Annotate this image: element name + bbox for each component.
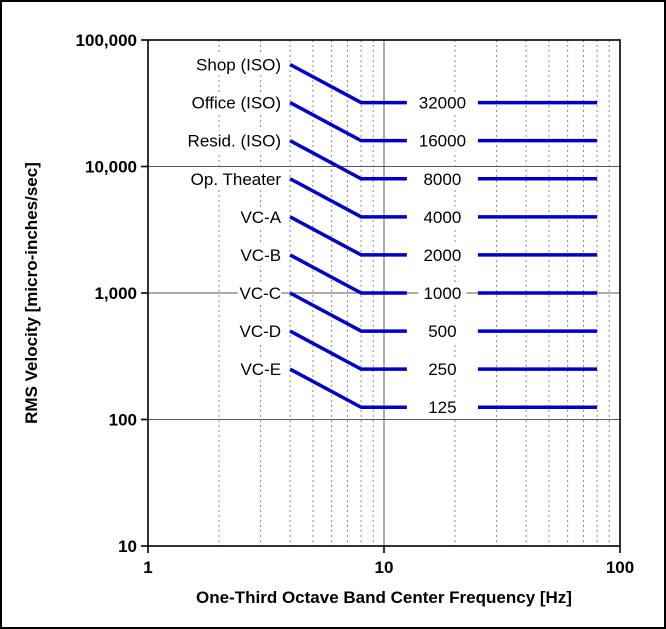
series-line-left [289, 215, 407, 257]
series-label-bg [237, 283, 282, 304]
series-label-bg [167, 92, 282, 114]
value-label-bg [413, 92, 472, 114]
value-label-bg [422, 359, 462, 381]
series-label: Office (ISO) [192, 94, 281, 113]
series-value-label: 16000 [419, 132, 466, 151]
series-line-left [289, 367, 407, 409]
series-line-left [289, 329, 407, 371]
series-label-bg [237, 359, 282, 381]
series-line-left [289, 139, 407, 181]
series-value-label: 8000 [423, 170, 461, 189]
y-tick-label: 100,000 [76, 31, 137, 50]
value-label-bg [413, 130, 472, 152]
series-label-bg [237, 244, 282, 266]
y-tick-label: 10,000 [85, 158, 137, 177]
series-label-bg [167, 130, 282, 152]
series-value-label: 2000 [423, 246, 461, 265]
series-line-left [289, 253, 407, 295]
series-label-bg [176, 168, 282, 190]
series-label-bg [237, 206, 282, 228]
series-label: VC-A [240, 208, 281, 227]
value-label-bg [422, 397, 462, 419]
series-value-label: 250 [428, 360, 456, 379]
series-value-label: 125 [428, 398, 456, 417]
series-value-label: 500 [428, 322, 456, 341]
series-label: VC-E [240, 360, 281, 379]
series-label: Op. Theater [191, 170, 282, 189]
series-label: VC-D [240, 322, 282, 341]
series-label: Shop (ISO) [196, 56, 281, 75]
value-label-bg [418, 244, 467, 266]
y-axis-title: RMS Velocity [micro-inches/sec] [22, 162, 41, 424]
x-axis-title: One-Third Octave Band Center Frequency [… [196, 588, 572, 607]
series-label: VC-C [240, 284, 282, 303]
series-line-left [289, 177, 407, 219]
y-tick-label: 1,000 [94, 284, 137, 303]
series-value-label: 32000 [419, 94, 466, 113]
value-label-bg [418, 168, 467, 190]
y-tick-label: 100 [109, 411, 137, 430]
series-line-left [289, 101, 407, 143]
series-value-label: 4000 [423, 208, 461, 227]
series-label: VC-B [240, 246, 281, 265]
series-label-bg [185, 54, 282, 76]
series-label-bg [237, 321, 282, 343]
x-tick-label: 100 [606, 558, 634, 577]
series-line-left [289, 291, 407, 333]
x-tick-label: 10 [375, 558, 394, 577]
y-tick-label: 10 [118, 537, 137, 556]
series-label: Resid. (ISO) [188, 132, 282, 151]
value-label-bg [418, 206, 467, 228]
series-value-label: 1000 [423, 284, 461, 303]
x-tick-label: 1 [143, 558, 152, 577]
value-label-bg [418, 283, 467, 304]
value-label-bg [422, 321, 462, 343]
series-line-left [289, 62, 407, 105]
